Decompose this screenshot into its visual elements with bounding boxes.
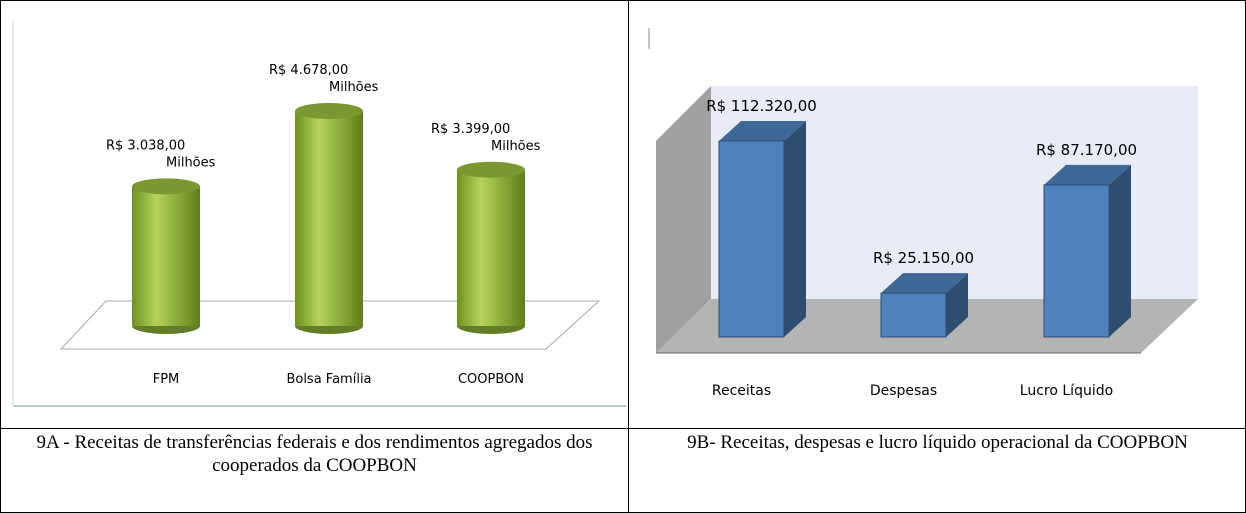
x-tick-label: FPM [153, 372, 180, 387]
cell-divider [628, 1, 629, 513]
bar-top [881, 273, 968, 294]
value-label: R$ 3.038,00 [106, 138, 185, 153]
value-label-unit: Milhões [329, 80, 379, 95]
bar-side [1109, 164, 1131, 337]
x-tick-label: Receitas [712, 383, 771, 399]
value-label-unit: Milhões [166, 155, 216, 170]
bar [718, 140, 785, 338]
cylinder [457, 169, 525, 326]
value-label: R$ 25.150,00 [873, 249, 974, 267]
x-tick-label: COOPBON [458, 372, 524, 387]
bar [1043, 184, 1110, 338]
value-label-unit: Milhões [491, 139, 541, 154]
cylinder-top [132, 178, 200, 195]
bar-side [784, 121, 806, 337]
bar-top [1044, 164, 1131, 185]
caption: 9A - Receitas de transferências federais… [36, 432, 593, 476]
value-label: R$ 3.399,00 [431, 122, 510, 137]
bar [880, 292, 947, 338]
row-divider [1, 428, 1246, 429]
cylinder [295, 111, 363, 326]
cylinder-top [457, 161, 525, 178]
bar-side [946, 273, 968, 337]
side-wall [656, 86, 711, 353]
cylinder [132, 186, 200, 326]
x-tick-label: Lucro Líquido [1020, 383, 1113, 399]
value-label: R$ 4.678,00 [269, 63, 348, 78]
value-label: R$ 87.170,00 [1036, 141, 1137, 159]
bar-top [719, 121, 806, 141]
cylinder-top [295, 103, 363, 119]
x-tick-label: Bolsa Família [286, 372, 371, 387]
charts: R$ 3.038,00 Milhões FPM R$ 4.678,00 Milhões B… [12, 21, 1198, 407]
x-tick-label: Despesas [870, 383, 937, 399]
caption: 9B- Receitas, despesas e lucro líquido o… [687, 432, 1188, 453]
value-label: R$ 112.320,00 [706, 97, 817, 115]
